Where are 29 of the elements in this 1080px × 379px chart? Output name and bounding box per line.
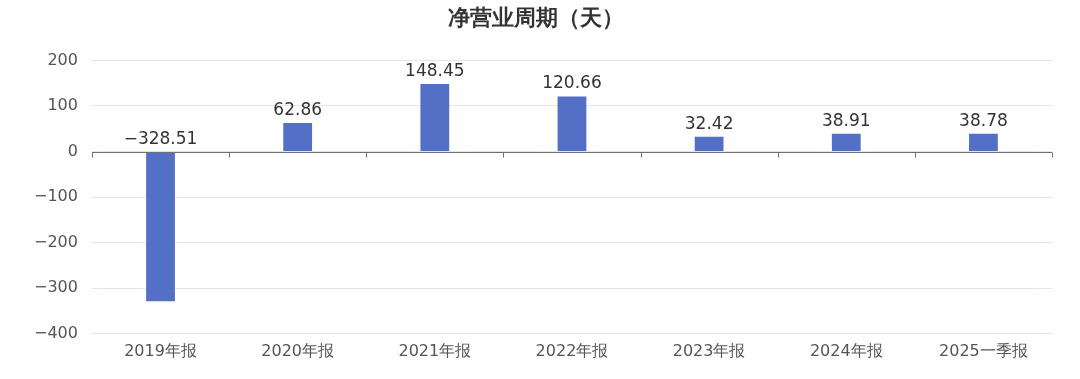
- y-tick-label: 200: [47, 49, 78, 69]
- bar: [969, 133, 998, 152]
- data-label: 32.42: [684, 112, 734, 133]
- data-label: 38.91: [821, 109, 871, 130]
- bar: [557, 96, 587, 152]
- x-tick-label: 2025一季报: [939, 340, 1028, 360]
- bar: [694, 136, 724, 152]
- data-label: 62.86: [273, 98, 323, 119]
- y-tick-label: 100: [47, 95, 78, 115]
- bar: [420, 83, 450, 152]
- y-tick-label: −100: [33, 186, 78, 206]
- x-tick-label: 2023年报: [672, 340, 746, 360]
- x-tick-label: 2024年报: [809, 340, 883, 360]
- bar: [831, 133, 861, 152]
- y-tick-label: −400: [33, 322, 78, 342]
- data-label: −328.51: [123, 127, 198, 148]
- y-tick-label: −200: [33, 231, 78, 251]
- bar: [283, 122, 313, 152]
- data-label: 148.45: [405, 59, 465, 80]
- bar: [146, 152, 175, 302]
- x-tick-label: 2019年报: [124, 340, 197, 360]
- chart-title: 净营业周期（天）: [448, 4, 624, 30]
- x-tick-label: 2021年报: [398, 340, 472, 360]
- data-label: 38.78: [959, 109, 1008, 130]
- x-tick-label: 2022年报: [535, 340, 609, 360]
- data-label: 120.66: [542, 72, 602, 93]
- y-tick-label: 0: [67, 140, 78, 160]
- y-tick-label: −300: [33, 277, 78, 297]
- x-tick-label: 2020年报: [261, 340, 335, 360]
